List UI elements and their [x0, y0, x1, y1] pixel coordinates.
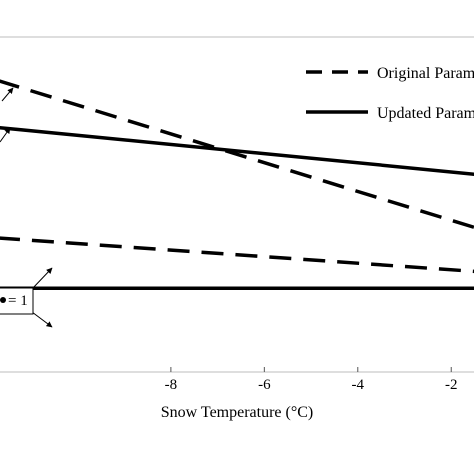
annotations: = 1 — [0, 87, 53, 328]
plot-frame — [0, 36, 474, 373]
annotation-arrow-1 — [1, 87, 14, 102]
legend: Original Param Updated Param — [306, 65, 474, 122]
x-ticks: -8 -6 -4 -2 — [165, 367, 458, 393]
series-group — [0, 79, 474, 291]
x-tick-label-1: -8 — [165, 377, 178, 393]
x-tick-label-4: -2 — [445, 377, 458, 393]
legend-label-original: Original Param — [377, 65, 474, 82]
series-line-3 — [0, 236, 474, 274]
annotation-text: = 1 — [8, 293, 28, 309]
annotation-box — [0, 287, 34, 315]
series-line-2 — [0, 125, 474, 176]
annotation-arrow-3 — [31, 267, 53, 290]
annotation-arrow-4 — [31, 311, 53, 328]
x-axis-label: Snow Temperature (°C) — [161, 404, 314, 421]
legend-label-updated: Updated Param — [377, 105, 474, 122]
annotation-arrow-2 — [0, 127, 11, 143]
annotation-dot — [0, 297, 6, 303]
x-tick-label-2: -6 — [258, 377, 271, 393]
x-tick-label-3: -4 — [352, 377, 365, 393]
series-line-1 — [0, 79, 474, 230]
